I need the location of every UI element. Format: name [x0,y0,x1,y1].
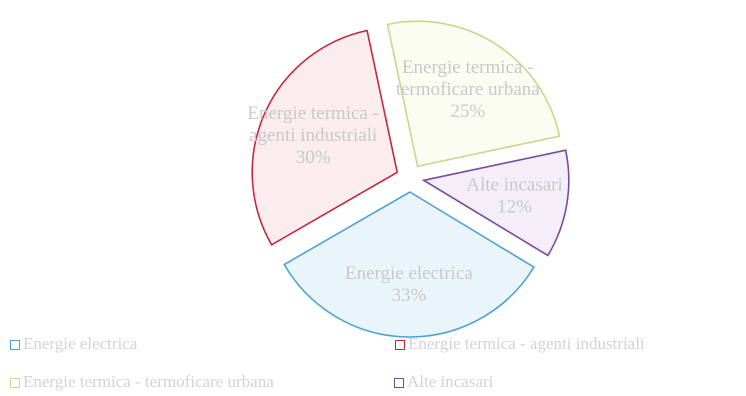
legend-label-energie-termica-agenti-industriali: Energie termica - agenti industriali [408,334,645,353]
legend-item-alte-incasari: Alte incasari [394,372,493,392]
slice-name-line: Alte incasari [466,175,563,196]
legend-item-energie-electrica: Energie electrica [10,334,137,354]
legend-swatch-energie-termica-agenti-industriali [395,340,405,350]
pie-slice-alte-incasari [421,149,570,257]
legend-label-alte-incasari: Alte incasari [407,372,494,391]
slice-name-line: termoficare urbana [396,79,541,100]
slice-percent-energie-electrica: 33% [391,285,426,306]
legend-swatch-energie-termica-termoficare-urbana [10,378,20,388]
pie-slice-energie-electrica [283,191,535,338]
slice-name-line: Energie electrica [345,263,473,284]
slice-name-line: Energie termica - [402,57,534,78]
slice-percent-energie-termica-agenti-industriali: 30% [296,147,331,168]
pie-slice-energie-termica-agenti-industriali [251,29,399,246]
slice-label-energie-electrica: Energie electrica 33% [345,263,473,306]
slice-label-energie-termica-agenti-industriali: Energie termica -agenti industriali 30% [247,103,379,168]
legend-item-energie-termica-termoficare-urbana: Energie termica - termoficare urbana [10,372,274,392]
pie-slice-energie-termica-termoficare-urbana [386,20,561,168]
legend-label-energie-electrica: Energie electrica [23,334,138,353]
slice-name-line: agenti industriali [249,125,377,146]
slice-label-alte-incasari: Alte incasari 12% [466,175,563,218]
legend-label-energie-termica-termoficare-urbana: Energie termica - termoficare urbana [23,372,274,391]
slice-name-line: Energie termica - [247,103,379,124]
legend-swatch-energie-electrica [10,340,20,350]
slice-label-energie-termica-termoficare-urbana: Energie termica -termoficare urbana 25% [396,57,541,122]
slice-percent-energie-termica-termoficare-urbana: 25% [450,101,485,122]
slice-percent-alte-incasari: 12% [497,197,532,218]
legend-item-energie-termica-agenti-industriali: Energie termica - agenti industriali [395,334,645,354]
legend-swatch-alte-incasari [394,378,404,388]
